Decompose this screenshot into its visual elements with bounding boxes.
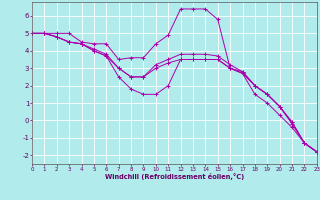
X-axis label: Windchill (Refroidissement éolien,°C): Windchill (Refroidissement éolien,°C) [105,173,244,180]
